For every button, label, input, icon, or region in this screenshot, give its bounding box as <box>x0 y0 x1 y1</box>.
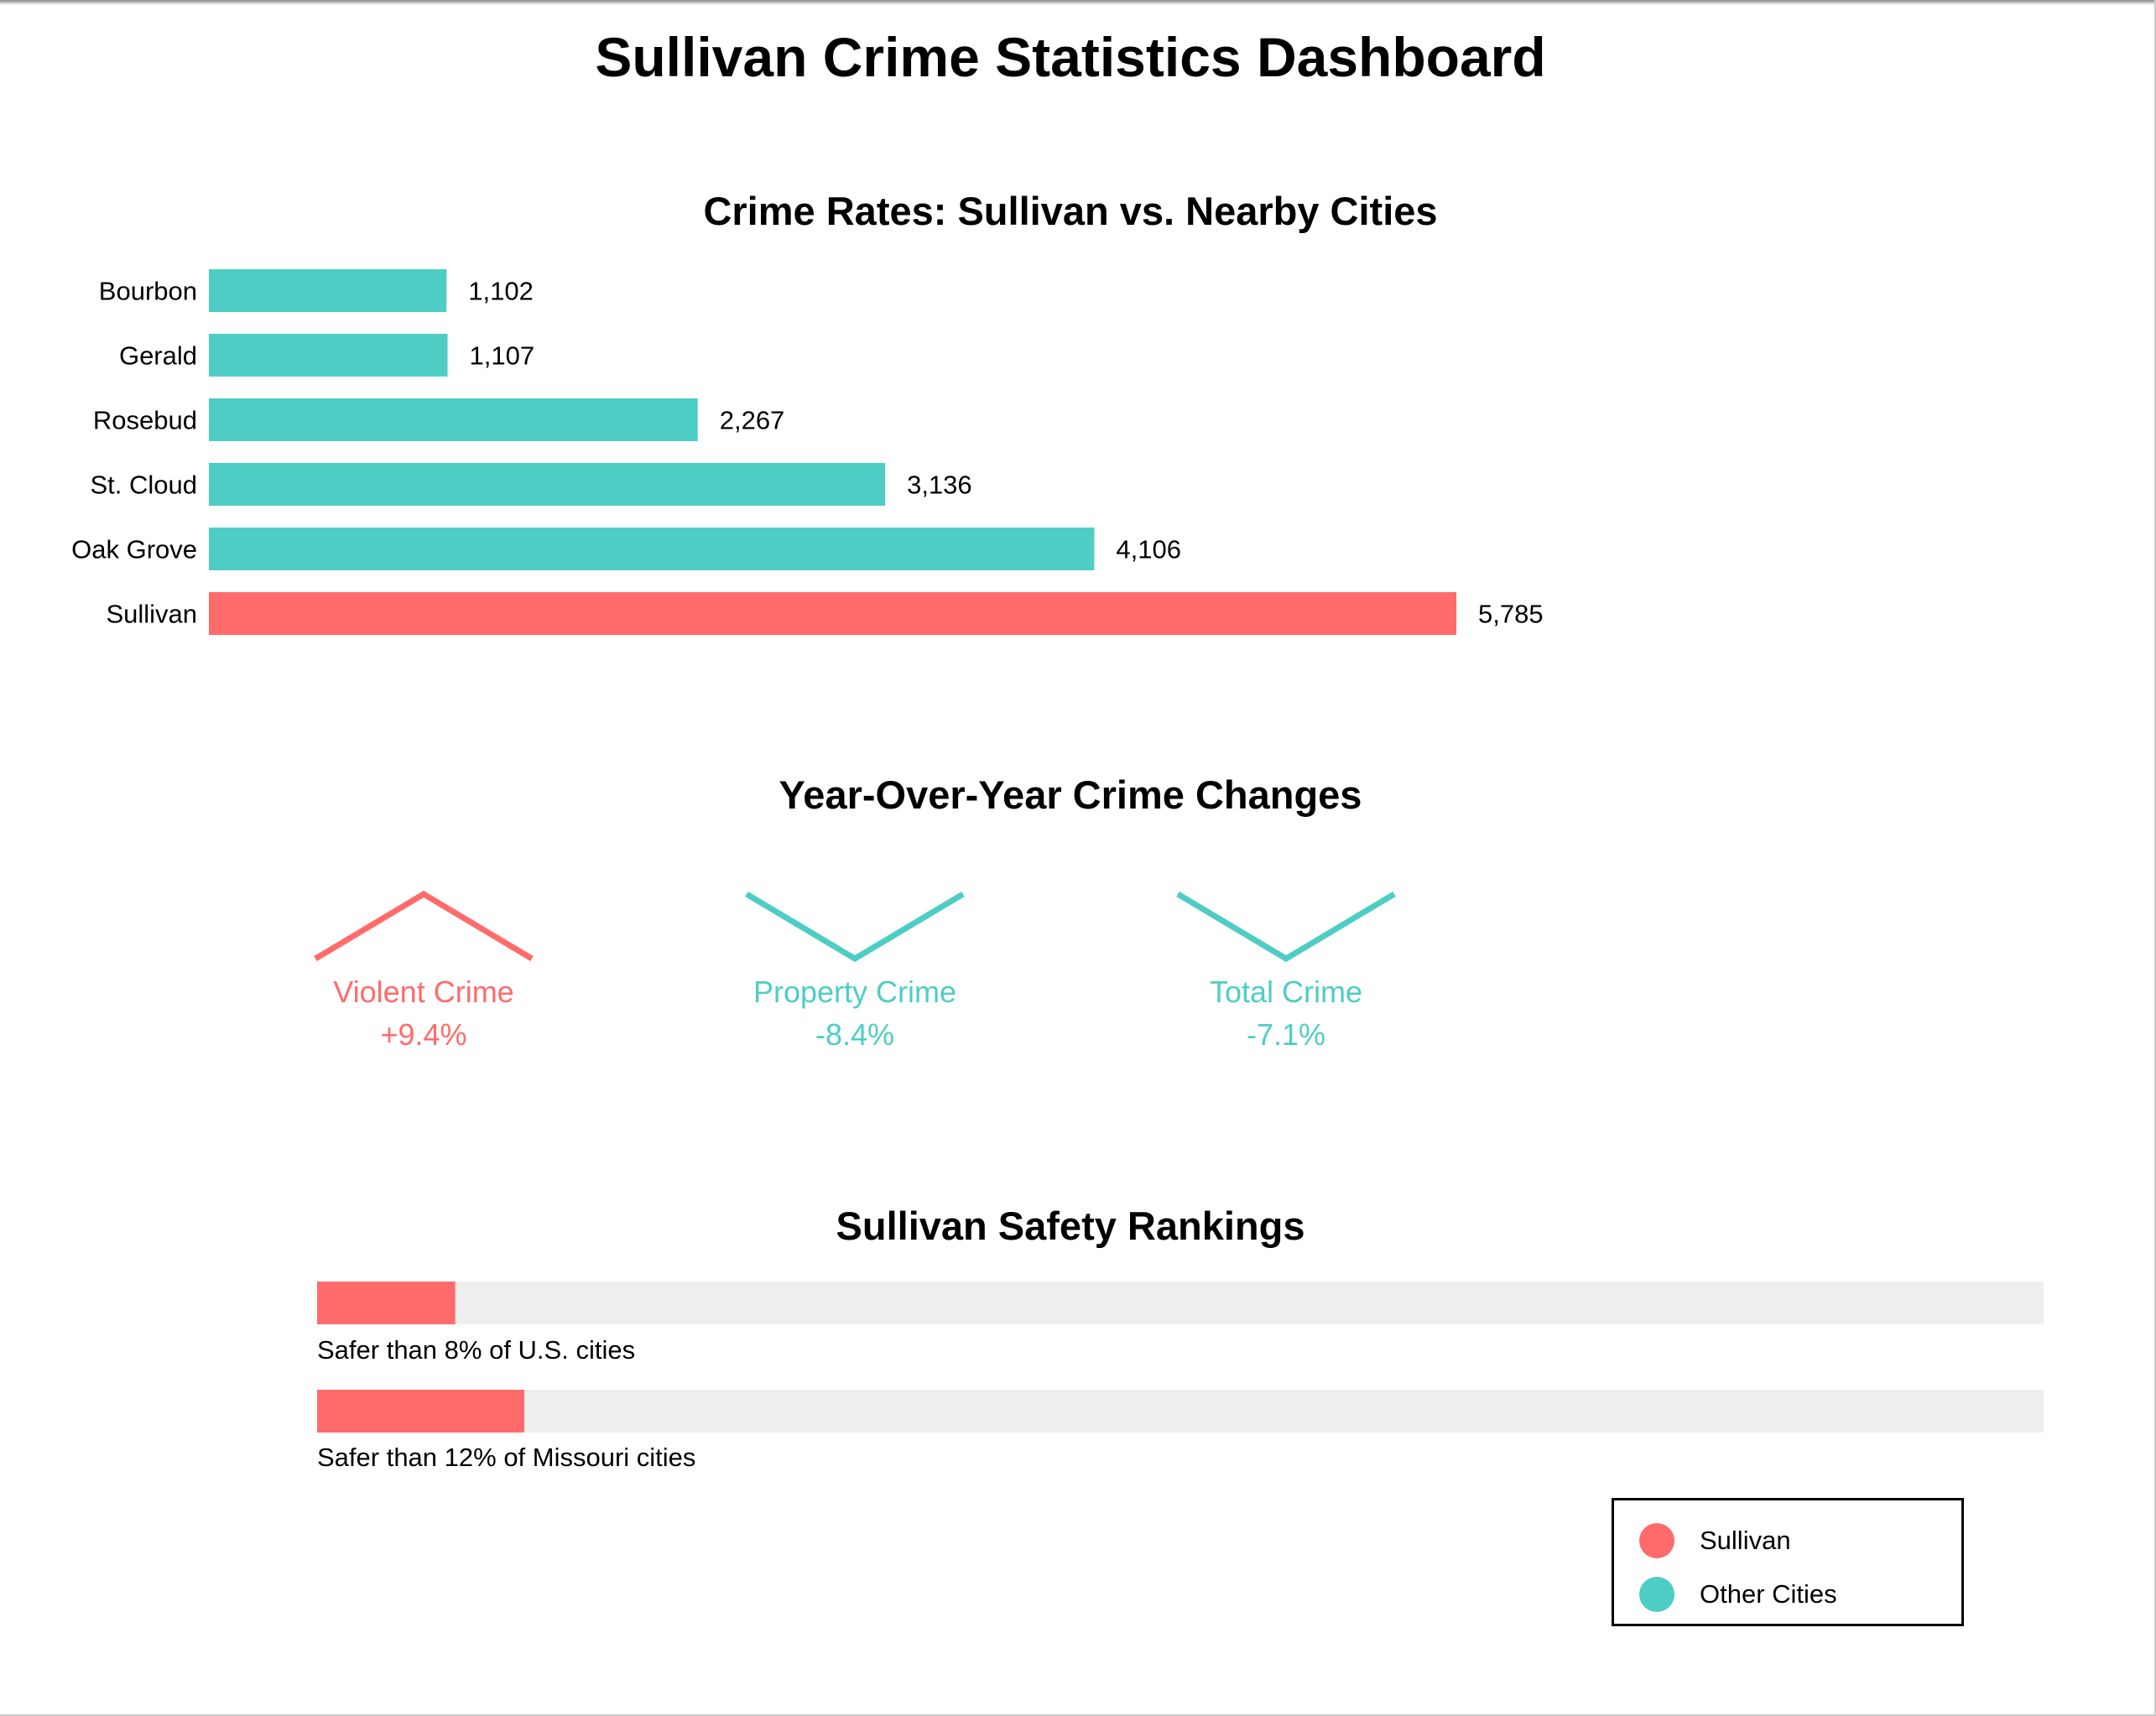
yoy-value-violent-crime: +9.4% <box>380 1017 466 1052</box>
legend-swatch-sullivan <box>1639 1523 1674 1558</box>
bar-value-gerald: 1,107 <box>470 341 535 371</box>
bar-bourbon <box>209 269 447 312</box>
yoy-value-property-crime: -8.4% <box>815 1017 894 1052</box>
rank-fill-1 <box>317 1282 456 1324</box>
bar-value-bourbon: 1,102 <box>468 277 534 306</box>
yoy-line-violent-crime <box>314 890 534 962</box>
legend-swatch-other-cities <box>1639 1577 1674 1612</box>
bar-label-sullivan: Sullivan <box>106 600 197 629</box>
legend-label-other-cities: Other Cities <box>1700 1579 1837 1609</box>
yoy-value-total-crime: -7.1% <box>1247 1017 1325 1052</box>
yoy-name-property-crime: Property Crime <box>753 975 956 1009</box>
yoy-title: Year-Over-Year Crime Changes <box>779 772 1362 817</box>
rank-track-2 <box>317 1390 2044 1433</box>
bar-value-sullivan: 5,785 <box>1478 600 1544 629</box>
rank-label-missouri: Safer than 12% of Missouri cities <box>317 1443 696 1472</box>
legend-item-other-cities: Other Cities <box>1639 1576 1837 1613</box>
yoy-line-total-crime <box>1176 891 1396 963</box>
bar-rosebud <box>209 398 698 441</box>
bar-label-rosebud: Rosebud <box>93 406 197 435</box>
bar-st-cloud <box>209 463 886 506</box>
window-top-shadow <box>0 0 2156 5</box>
bar-oak-grove <box>209 528 1095 570</box>
yoy-line-property-crime <box>745 891 965 963</box>
bar-label-bourbon: Bourbon <box>99 277 197 306</box>
dashboard-title: Sullivan Crime Statistics Dashboard <box>595 26 1546 88</box>
rank-label-us: Safer than 8% of U.S. cities <box>317 1335 636 1365</box>
bar-label-st-cloud: St. Cloud <box>90 471 197 500</box>
yoy-chart: Violent Crime +9.4% Property Crime -8.4% Tot… <box>314 890 1396 1052</box>
bar-label-gerald: Gerald <box>119 341 197 371</box>
bar-value-oak-grove: 4,106 <box>1116 535 1181 564</box>
rank-fill-2 <box>317 1390 524 1433</box>
crime-rates-chart: Bourbon 1,102 Gerald 1,107 Rosebud 2,267 St. C… <box>71 269 1544 635</box>
bar-label-oak-grove: Oak Grove <box>71 535 197 564</box>
rankings-chart <box>317 1282 2044 1433</box>
legend-label-sullivan: Sullivan <box>1700 1526 1791 1555</box>
bar-value-rosebud: 2,267 <box>720 406 785 435</box>
legend-item-sullivan: Sullivan <box>1639 1522 1791 1559</box>
bar-sullivan <box>209 592 1456 635</box>
bar-value-st-cloud: 3,136 <box>907 471 972 500</box>
rank-track-1 <box>317 1282 2044 1324</box>
rankings-title: Sullivan Safety Rankings <box>836 1204 1305 1248</box>
crime-rates-title: Crime Rates: Sullivan vs. Nearby Cities <box>703 189 1438 233</box>
yoy-name-violent-crime: Violent Crime <box>333 975 513 1009</box>
yoy-name-total-crime: Total Crime <box>1210 975 1362 1009</box>
bar-gerald <box>209 334 448 377</box>
legend: Sullivan Other Cities <box>1612 1498 1964 1626</box>
